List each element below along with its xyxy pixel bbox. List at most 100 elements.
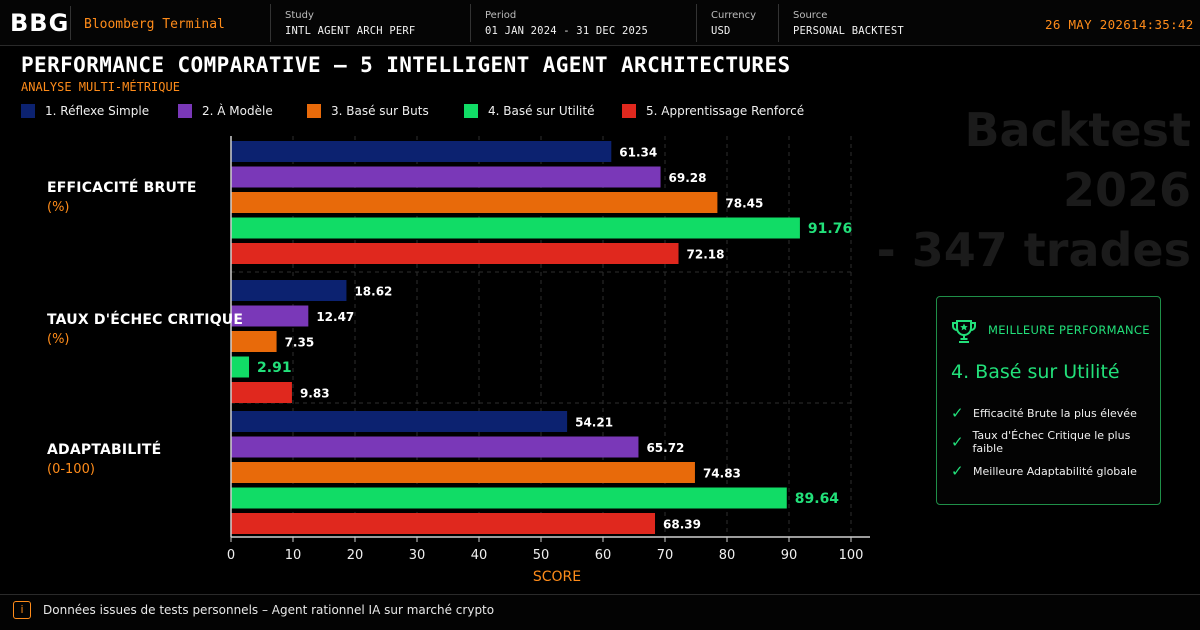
- bar-value-label: 69.28: [669, 171, 707, 185]
- bar: [231, 243, 679, 264]
- bar: [231, 280, 347, 301]
- trophy-icon: [951, 320, 977, 343]
- bar: [231, 305, 309, 327]
- legend-label: 1. Réflexe Simple: [45, 104, 150, 118]
- category-unit: (0-100): [47, 462, 95, 477]
- period-field: Period 01 JAN 2024 - 31 DEC 2025: [470, 4, 694, 42]
- source-label: Source: [793, 10, 828, 21]
- x-axis-title: SCORE: [533, 569, 581, 585]
- source-value: PERSONAL BACKTEST: [793, 25, 904, 37]
- footer-note: Données issues de tests personnels – Age…: [43, 603, 495, 617]
- currency-label: Currency: [711, 10, 757, 21]
- check-icon: ✓: [951, 433, 964, 451]
- x-tick-label: 0: [227, 548, 235, 563]
- currency-field: Currency USD: [696, 4, 778, 42]
- x-tick-label: 50: [533, 548, 550, 563]
- x-tick-label: 60: [595, 548, 612, 563]
- header-date: 26 MAY 2026: [1045, 17, 1132, 32]
- legend-swatch: [21, 104, 35, 118]
- best-point-text: Efficacité Brute la plus élevée: [973, 406, 1137, 420]
- legend-label: 5. Apprentissage Renforcé: [646, 104, 805, 118]
- category-taux-echec: TAUX D'ÉCHEC CRITIQUE (%): [47, 312, 243, 347]
- legend-swatch: [307, 104, 321, 118]
- x-tick-label: 20: [347, 548, 364, 563]
- x-tick-label: 40: [471, 548, 488, 563]
- source-field: Source PERSONAL BACKTEST: [778, 4, 1018, 42]
- category-unit: (%): [47, 200, 70, 215]
- header-time: 14:35:42: [1131, 17, 1194, 32]
- legend-swatch: [178, 104, 192, 118]
- bar-value-label: 65.72: [646, 441, 684, 455]
- x-tick-label: 70: [657, 548, 674, 563]
- bar-value-label: 12.47: [316, 310, 354, 324]
- bar: [231, 462, 695, 483]
- chart-title: PERFORMANCE COMPARATIVE – 5 INTELLIGENT …: [21, 53, 791, 77]
- bar: [231, 487, 787, 509]
- bar: [231, 411, 568, 432]
- best-performance-panel: MEILLEURE PERFORMANCE 4. Basé sur Utilit…: [936, 296, 1161, 505]
- legend-item-apprentissage-renforce: 5. Apprentissage Renforcé: [622, 103, 804, 119]
- period-label: Period: [485, 10, 517, 21]
- best-point-text: Meilleure Adaptabilité globale: [973, 464, 1137, 478]
- bar-value-label: 18.62: [354, 285, 392, 299]
- legend-label: 4. Basé sur Utilité: [488, 104, 595, 118]
- bar: [231, 331, 277, 352]
- bar: [231, 513, 656, 534]
- bar-value-label: 74.83: [703, 467, 741, 481]
- best-point: ✓ Meilleure Adaptabilité globale: [951, 462, 1137, 480]
- category-name: ADAPTABILITÉ: [47, 442, 162, 458]
- brand-name: Bloomberg Terminal: [84, 17, 225, 32]
- watermark-line-2: - 347 trades: [876, 223, 1191, 277]
- bar-value-label: 7.35: [285, 336, 315, 350]
- chart-subtitle: ANALYSE MULTI-MÉTRIQUE: [21, 80, 180, 94]
- best-point: ✓ Taux d'Échec Critique le plus faible: [951, 429, 1160, 455]
- bar-value-label: 68.39: [663, 518, 701, 532]
- check-icon: ✓: [951, 404, 964, 422]
- bar: [231, 436, 639, 458]
- x-tick-label: 100: [839, 548, 864, 563]
- best-point-text: Taux d'Échec Critique le plus faible: [972, 429, 1131, 455]
- currency-value: USD: [711, 25, 731, 37]
- watermark-line-1: Backtest 2026: [964, 103, 1191, 217]
- legend-label: 2. À Modèle: [202, 104, 273, 118]
- bar-value-label: 2.91: [257, 360, 292, 376]
- legend-item-reflexe-simple: 1. Réflexe Simple: [21, 103, 149, 119]
- bbg-logo: BBG: [10, 9, 70, 37]
- bar-value-label: 89.64: [795, 491, 840, 507]
- best-winner: 4. Basé sur Utilité: [951, 361, 1120, 383]
- x-tick-label: 30: [409, 548, 426, 563]
- best-heading: MEILLEURE PERFORMANCE: [988, 323, 1150, 337]
- legend-swatch: [464, 104, 478, 118]
- header-divider: [70, 6, 71, 40]
- footer-bar: i Données issues de tests personnels – A…: [0, 594, 1200, 630]
- legend-item-base-sur-buts: 3. Basé sur Buts: [307, 103, 429, 119]
- category-adaptabilite: ADAPTABILITÉ (0-100): [47, 442, 161, 477]
- study-value: INTL AGENT ARCH PERF: [285, 25, 416, 37]
- header-bar: BBG Bloomberg Terminal Study INTL AGENT …: [0, 0, 1200, 46]
- study-field: Study INTL AGENT ARCH PERF: [270, 4, 468, 42]
- legend-item-a-modele: 2. À Modèle: [178, 103, 273, 119]
- bar-value-label: 54.21: [575, 416, 613, 430]
- x-tick-label: 90: [781, 548, 798, 563]
- bar: [231, 166, 661, 188]
- legend-swatch: [622, 104, 636, 118]
- x-tick-label: 10: [285, 548, 302, 563]
- period-value: 01 JAN 2024 - 31 DEC 2025: [485, 25, 649, 37]
- category-name: TAUX D'ÉCHEC CRITIQUE: [47, 312, 244, 328]
- category-unit: (%): [47, 332, 70, 347]
- bar-value-label: 78.45: [725, 197, 763, 211]
- bar-value-label: 9.83: [300, 387, 330, 401]
- bar: [231, 141, 612, 162]
- study-label: Study: [285, 10, 314, 21]
- bar-value-label: 61.34: [619, 146, 657, 160]
- bar-value-label: 91.76: [808, 221, 852, 237]
- bar: [231, 217, 800, 239]
- info-icon: i: [13, 601, 31, 619]
- x-tick-label: 80: [719, 548, 736, 563]
- check-icon: ✓: [951, 462, 964, 480]
- bar: [231, 192, 718, 213]
- legend-label: 3. Basé sur Buts: [331, 104, 429, 118]
- backtest-watermark: Backtest 2026 - 347 trades: [846, 100, 1191, 280]
- category-name: EFFICACITÉ BRUTE: [47, 180, 197, 196]
